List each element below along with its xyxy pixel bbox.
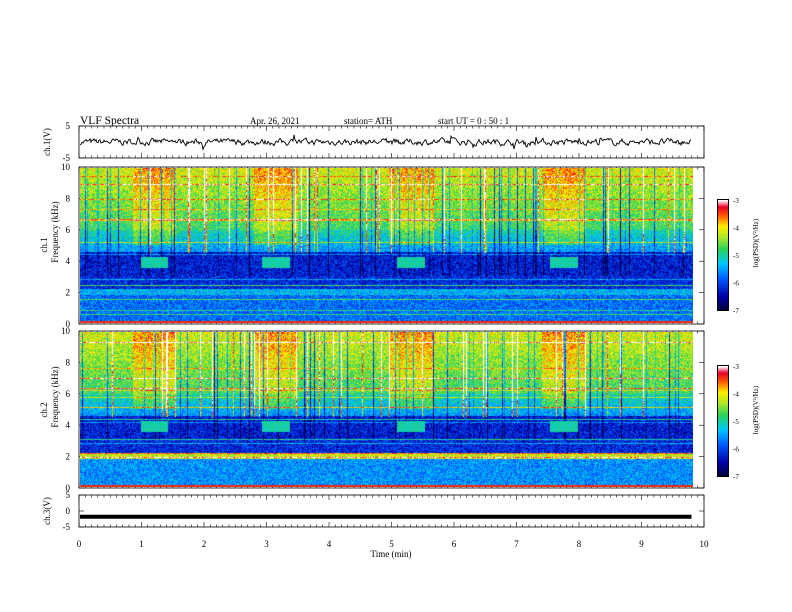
x-tick-label: 9 — [639, 539, 644, 549]
x-tick-label: 7 — [514, 539, 519, 549]
colorbar-tick-label: -5 — [733, 418, 739, 426]
figure-title: VLF Spectra — [80, 115, 139, 127]
y-tick-label: 4 — [66, 256, 71, 266]
ch3-waveform-ylabel: ch.3(V) — [42, 497, 52, 525]
y-tick-label: 2 — [66, 452, 71, 462]
x-tick-label: 1 — [139, 539, 144, 549]
x-tick-label: 10 — [700, 539, 710, 549]
x-tick-label: 6 — [452, 539, 457, 549]
ch2-colorbar-label: log(PSD)(V²/Hz) — [752, 385, 760, 434]
date-label: Apr. 26, 2021 — [250, 116, 300, 126]
y-tick-label: 2 — [66, 288, 71, 298]
x-tick-label: 8 — [577, 539, 582, 549]
y-tick-label: 0 — [66, 483, 71, 493]
y-tick-label: 4 — [66, 420, 71, 430]
ch2-spectrogram-image — [80, 332, 693, 487]
start-time-label: start UT = 0 : 50 : 1 — [438, 116, 509, 126]
colorbar-tick-label: -4 — [733, 225, 739, 233]
y-tick-label: -5 — [63, 522, 71, 532]
y-tick-label: 0 — [66, 319, 71, 329]
x-tick-label: 0 — [77, 539, 82, 549]
ch1-spectrogram-image — [80, 168, 693, 323]
ch2-spectrogram-ylabel-1: ch.2 — [39, 402, 49, 417]
ch2-colorbar — [717, 365, 729, 477]
y-tick-label: 0 — [66, 506, 71, 516]
x-tick-label: 3 — [264, 539, 269, 549]
y-tick-label: 10 — [61, 162, 71, 172]
y-tick-label: 6 — [66, 389, 71, 399]
y-tick-label: 6 — [66, 225, 71, 235]
colorbar-tick-label: -7 — [733, 473, 739, 481]
y-tick-label: 10 — [61, 326, 71, 336]
x-axis-label: Time (min) — [371, 549, 412, 559]
ch2-spectrogram-ylabel-2: Frequency (kHz) — [50, 366, 60, 427]
ch1-waveform-ylabel: ch.1(V) — [42, 128, 52, 156]
x-tick-label: 5 — [389, 539, 394, 549]
x-tick-label: 2 — [202, 539, 207, 549]
colorbar-tick-label: -5 — [733, 252, 739, 260]
colorbar-tick-label: -3 — [733, 197, 739, 205]
y-tick-label: 8 — [66, 357, 71, 367]
ch1-colorbar — [717, 199, 729, 311]
y-tick-label: 5 — [66, 121, 71, 131]
ch1-waveform-trace — [79, 134, 692, 151]
colorbar-tick-label: -3 — [733, 363, 739, 371]
y-tick-label: 5 — [66, 490, 71, 500]
ch1-spectrogram-ylabel-2: Frequency (kHz) — [50, 201, 60, 262]
ch1-colorbar-label: log(PSD)(V²/Hz) — [752, 218, 760, 267]
ch1-spectrogram-ylabel-1: ch.1 — [39, 237, 49, 252]
y-tick-label: 8 — [66, 193, 71, 203]
y-tick-label: -5 — [63, 153, 71, 163]
colorbar-tick-label: -6 — [733, 280, 739, 288]
colorbar-tick-label: -7 — [733, 307, 739, 315]
station-label: station= ATH — [344, 116, 393, 126]
x-tick-label: 4 — [327, 539, 332, 549]
colorbar-tick-label: -6 — [733, 446, 739, 454]
colorbar-tick-label: -4 — [733, 391, 739, 399]
